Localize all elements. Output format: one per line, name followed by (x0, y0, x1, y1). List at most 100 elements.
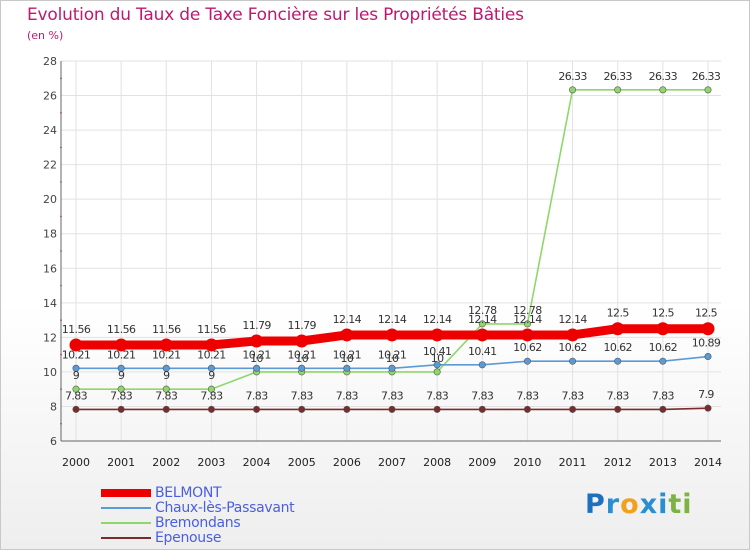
data-label: 12.14 (423, 313, 452, 326)
data-point-0 (656, 322, 670, 336)
data-point-0 (430, 328, 444, 342)
data-label: 12.14 (468, 313, 497, 326)
data-label: 7.83 (291, 389, 314, 402)
data-point-1 (72, 364, 80, 372)
data-label: 9 (73, 369, 80, 382)
data-point-2 (659, 86, 667, 94)
legend-label: Chaux-lès-Passavant (155, 500, 295, 516)
x-tick-label: 2002 (152, 456, 180, 469)
data-label: 10.21 (242, 348, 271, 361)
data-label: 10 (431, 352, 444, 365)
data-point-1 (614, 357, 622, 365)
data-point-2 (433, 368, 441, 376)
data-point-3 (659, 405, 667, 413)
proxiti-logo: Proxiti (585, 489, 693, 520)
data-label: 7.83 (246, 389, 269, 402)
data-point-2 (704, 86, 712, 94)
x-tick-label: 2000 (62, 456, 90, 469)
legend-swatch (101, 537, 151, 539)
data-point-1 (162, 364, 170, 372)
data-label: 11.79 (242, 319, 271, 332)
legend-label: Bremondans (155, 515, 241, 531)
data-point-1 (523, 357, 531, 365)
y-axis-unit: (en %) (27, 29, 64, 42)
x-tick-label: 2011 (559, 456, 587, 469)
data-label: 10.21 (107, 348, 136, 361)
data-point-1 (117, 364, 125, 372)
data-label: 10 (250, 352, 263, 365)
data-point-0 (204, 338, 218, 352)
y-tick-label: 18 (43, 228, 57, 241)
data-point-3 (298, 405, 306, 413)
legend-swatch (101, 489, 151, 497)
data-label: 7.83 (110, 389, 133, 402)
data-point-1 (569, 357, 577, 365)
y-tick-label: 26 (43, 90, 57, 103)
data-label: 7.9 (698, 388, 714, 401)
data-label: 12.78 (468, 304, 497, 317)
data-label: 7.83 (155, 389, 178, 402)
data-label: 10.41 (468, 345, 497, 358)
data-point-0 (250, 334, 264, 348)
data-label: 7.83 (562, 389, 585, 402)
data-point-3 (569, 405, 577, 413)
data-label: 11.56 (197, 323, 226, 336)
data-point-0 (475, 328, 489, 342)
y-tick-label: 12 (43, 331, 57, 344)
data-label: 10.62 (603, 341, 632, 354)
data-label: 10.62 (649, 341, 678, 354)
data-label: 7.83 (381, 389, 404, 402)
data-point-2 (207, 385, 215, 393)
y-tick-label: 24 (43, 124, 57, 137)
data-label: 26.33 (692, 70, 721, 83)
data-point-3 (704, 404, 712, 412)
data-label: 10.21 (152, 348, 181, 361)
logo-letter: i (682, 489, 693, 520)
data-label: 7.83 (200, 389, 223, 402)
x-tick-label: 2013 (649, 456, 677, 469)
y-tick-label: 8 (50, 400, 57, 413)
data-point-0 (114, 338, 128, 352)
data-label: 10.21 (287, 348, 316, 361)
data-label: 12.5 (695, 307, 718, 320)
chart-title: Evolution du Taux de Taxe Foncière sur l… (27, 5, 524, 25)
data-point-0 (566, 328, 580, 342)
data-point-1 (298, 364, 306, 372)
x-tick-label: 2007 (378, 456, 406, 469)
data-point-2 (569, 86, 577, 94)
data-point-1 (388, 364, 396, 372)
data-point-0 (611, 322, 625, 336)
logo-letter: o (620, 489, 640, 520)
data-point-3 (478, 405, 486, 413)
data-point-3 (523, 405, 531, 413)
y-tick-label: 28 (43, 55, 57, 68)
data-point-3 (433, 405, 441, 413)
data-point-0 (340, 328, 354, 342)
data-label: 12.78 (513, 304, 542, 317)
data-label: 11.56 (62, 323, 91, 336)
logo-letter: P (585, 489, 606, 520)
y-tick-label: 22 (43, 159, 57, 172)
data-point-0 (69, 338, 83, 352)
data-label: 12.5 (652, 307, 675, 320)
data-point-1 (478, 361, 486, 369)
data-label: 11.56 (152, 323, 181, 336)
x-tick-label: 2012 (604, 456, 632, 469)
data-point-2 (614, 86, 622, 94)
x-tick-label: 2004 (243, 456, 271, 469)
data-label: 7.83 (471, 389, 494, 402)
data-label: 10 (340, 352, 353, 365)
data-point-3 (614, 405, 622, 413)
logo-letter: t (668, 489, 683, 520)
x-tick-label: 2005 (288, 456, 316, 469)
data-label: 9 (118, 369, 125, 382)
data-point-2 (478, 320, 486, 328)
data-label: 10.89 (692, 337, 721, 350)
y-tick-label: 14 (43, 297, 57, 310)
data-label: 10.21 (197, 348, 226, 361)
data-point-3 (253, 405, 261, 413)
x-tick-label: 2014 (694, 456, 722, 469)
logo-letter: i (658, 489, 669, 520)
data-label: 7.83 (426, 389, 449, 402)
